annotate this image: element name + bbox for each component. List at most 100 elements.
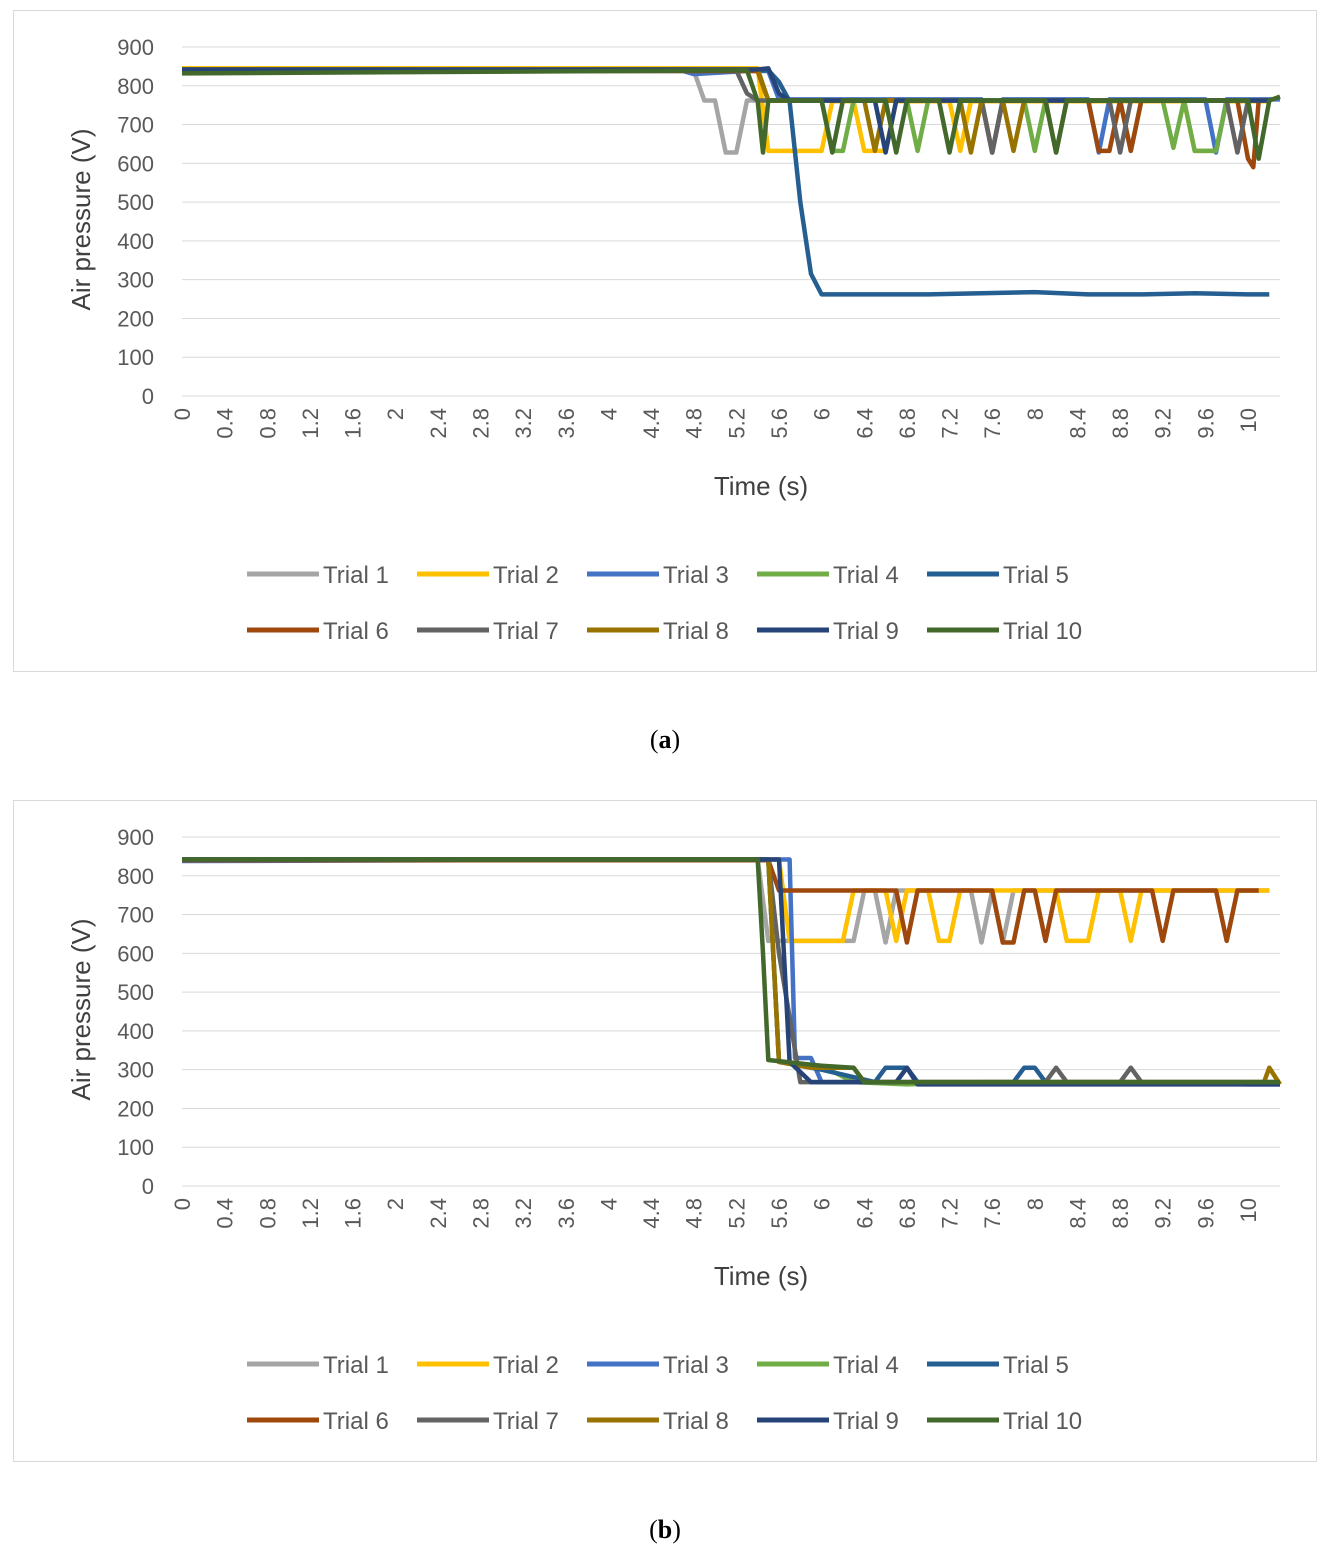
legend-label: Trial 7 <box>493 1408 559 1435</box>
legend-label: Trial 6 <box>323 618 389 645</box>
y-tick-label: 200 <box>117 306 154 331</box>
series-line-7 <box>182 857 1280 1085</box>
x-tick-label: 8 <box>1023 1198 1048 1210</box>
x-tick-label: 8 <box>1023 408 1048 420</box>
y-tick-label: 300 <box>117 1058 154 1083</box>
x-tick-label: 9.6 <box>1193 408 1218 439</box>
x-tick-label: 7.2 <box>938 1198 963 1229</box>
y-axis-title: Air pressure (V) <box>66 128 96 310</box>
x-tick-label: 0 <box>170 1198 195 1210</box>
y-tick-label: 600 <box>117 151 154 176</box>
x-tick-label: 9.6 <box>1193 1198 1218 1229</box>
series-line-5 <box>182 68 1270 297</box>
x-tick-label: 8.8 <box>1108 408 1133 439</box>
x-tick-label: 8.8 <box>1108 1198 1133 1229</box>
y-tick-label: 900 <box>117 825 154 850</box>
series-line-5 <box>182 857 1280 1085</box>
x-tick-label: 2.4 <box>426 408 451 439</box>
x-axis-title: Time (s) <box>714 471 808 501</box>
series-line-4 <box>182 857 1280 1087</box>
y-tick-label: 700 <box>117 903 154 928</box>
caption-a: (a) <box>649 725 681 754</box>
x-tick-label: 6.4 <box>852 408 877 439</box>
chart-a: 0 100 200 300 400 500 600 700 800 900 0 0.4 0.8 1.2 1.… <box>66 35 1281 645</box>
x-axis-title: Time (s) <box>714 1261 808 1291</box>
x-tick-label: 3.2 <box>511 1198 536 1229</box>
chart-b: 0 100 200 300 400 500 600 700 800 900 0 0.4 0.8 1.2 1.… <box>66 825 1282 1435</box>
y-tick-label: 600 <box>117 941 154 966</box>
legend-label: Trial 6 <box>323 1408 389 1435</box>
legend-label: Trial 5 <box>1003 562 1069 589</box>
x-tick-label: 1.2 <box>298 1198 323 1229</box>
legend-label: Trial 8 <box>663 618 729 645</box>
y-tick-label: 0 <box>142 384 154 409</box>
chart-frame-b: 0 100 200 300 400 500 600 700 800 900 0 0.4 0.8 1.2 1.… <box>13 800 1317 1462</box>
y-tick-label: 200 <box>117 1096 154 1121</box>
x-tick-label: 4.8 <box>682 408 707 439</box>
legend-label: Trial 3 <box>663 562 729 589</box>
x-tick-label: 5.2 <box>724 1198 749 1229</box>
caption-b: (b) <box>649 1515 681 1544</box>
x-tick-label: 4 <box>596 408 621 420</box>
x-tick-label: 10 <box>1236 1198 1261 1222</box>
x-tick-label: 2.4 <box>426 1198 451 1229</box>
x-tick-label: 8.4 <box>1065 1198 1090 1229</box>
legend-label: Trial 8 <box>663 1408 729 1435</box>
legend-label: Trial 10 <box>1003 618 1082 645</box>
y-tick-label: 500 <box>117 190 154 215</box>
x-tick-label: 4 <box>596 1198 621 1210</box>
x-tick-label: 1.6 <box>341 1198 366 1229</box>
legend-label: Trial 1 <box>323 562 389 589</box>
legend-label: Trial 9 <box>833 618 899 645</box>
x-tick-label: 3.6 <box>554 1198 579 1229</box>
x-tick-label: 1.2 <box>298 408 323 439</box>
y-axis-title: Air pressure (V) <box>66 918 96 1100</box>
series-line-8 <box>182 857 1282 1086</box>
x-tick-label: 2.8 <box>468 408 493 439</box>
x-tick-label: 4.8 <box>682 1198 707 1229</box>
x-tick-label: 6.8 <box>895 408 920 439</box>
x-tick-label: 2 <box>383 408 408 420</box>
legend-label: Trial 10 <box>1003 1408 1082 1435</box>
series-line-6 <box>182 858 1259 945</box>
x-tick-label: 2 <box>383 1198 408 1210</box>
x-tick-label: 7.6 <box>980 1198 1005 1229</box>
series-line-10 <box>181 68 1281 161</box>
x-tick-label: 0.4 <box>213 1198 238 1229</box>
y-tick-label: 700 <box>117 113 154 138</box>
x-tick-label: 6.8 <box>895 1198 920 1229</box>
y-tick-label: 400 <box>117 1019 154 1044</box>
legend-label: Trial 4 <box>833 1352 899 1379</box>
x-tick-label: 6 <box>810 408 835 420</box>
series-line-2 <box>182 857 1270 944</box>
x-tick-label: 0 <box>170 408 195 420</box>
chart-frame-a: 0 100 200 300 400 500 600 700 800 900 0 0.4 0.8 1.2 1.… <box>13 10 1317 672</box>
x-tick-label: 5.6 <box>767 1198 792 1229</box>
x-tick-label: 0.8 <box>255 1198 280 1229</box>
x-tick-label: 1.6 <box>341 408 366 439</box>
x-tick-label: 3.6 <box>554 408 579 439</box>
legend-label: Trial 5 <box>1003 1352 1069 1379</box>
series-line-9 <box>182 857 1280 1087</box>
legend-label: Trial 9 <box>833 1408 899 1435</box>
y-tick-label: 100 <box>117 345 154 370</box>
legend-label: Trial 7 <box>493 618 559 645</box>
y-tick-label: 800 <box>117 864 154 889</box>
legend-label: Trial 2 <box>493 1352 559 1379</box>
y-tick-label: 800 <box>117 74 154 99</box>
y-tick-label: 300 <box>117 268 154 293</box>
legend-label: Trial 1 <box>323 1352 389 1379</box>
x-tick-label: 9.2 <box>1151 408 1176 439</box>
x-tick-label: 10 <box>1236 408 1261 432</box>
x-tick-label: 6 <box>810 1198 835 1210</box>
legend-label: Trial 3 <box>663 1352 729 1379</box>
y-tick-label: 400 <box>117 229 154 254</box>
series-line-3 <box>181 857 1280 1087</box>
x-tick-label: 8.4 <box>1065 408 1090 439</box>
y-tick-label: 900 <box>117 35 154 60</box>
x-tick-label: 3.2 <box>511 408 536 439</box>
series-line-1 <box>182 857 1270 945</box>
x-tick-label: 4.4 <box>639 1198 664 1229</box>
x-tick-label: 2.8 <box>468 1198 493 1229</box>
x-tick-label: 0.4 <box>213 408 238 439</box>
